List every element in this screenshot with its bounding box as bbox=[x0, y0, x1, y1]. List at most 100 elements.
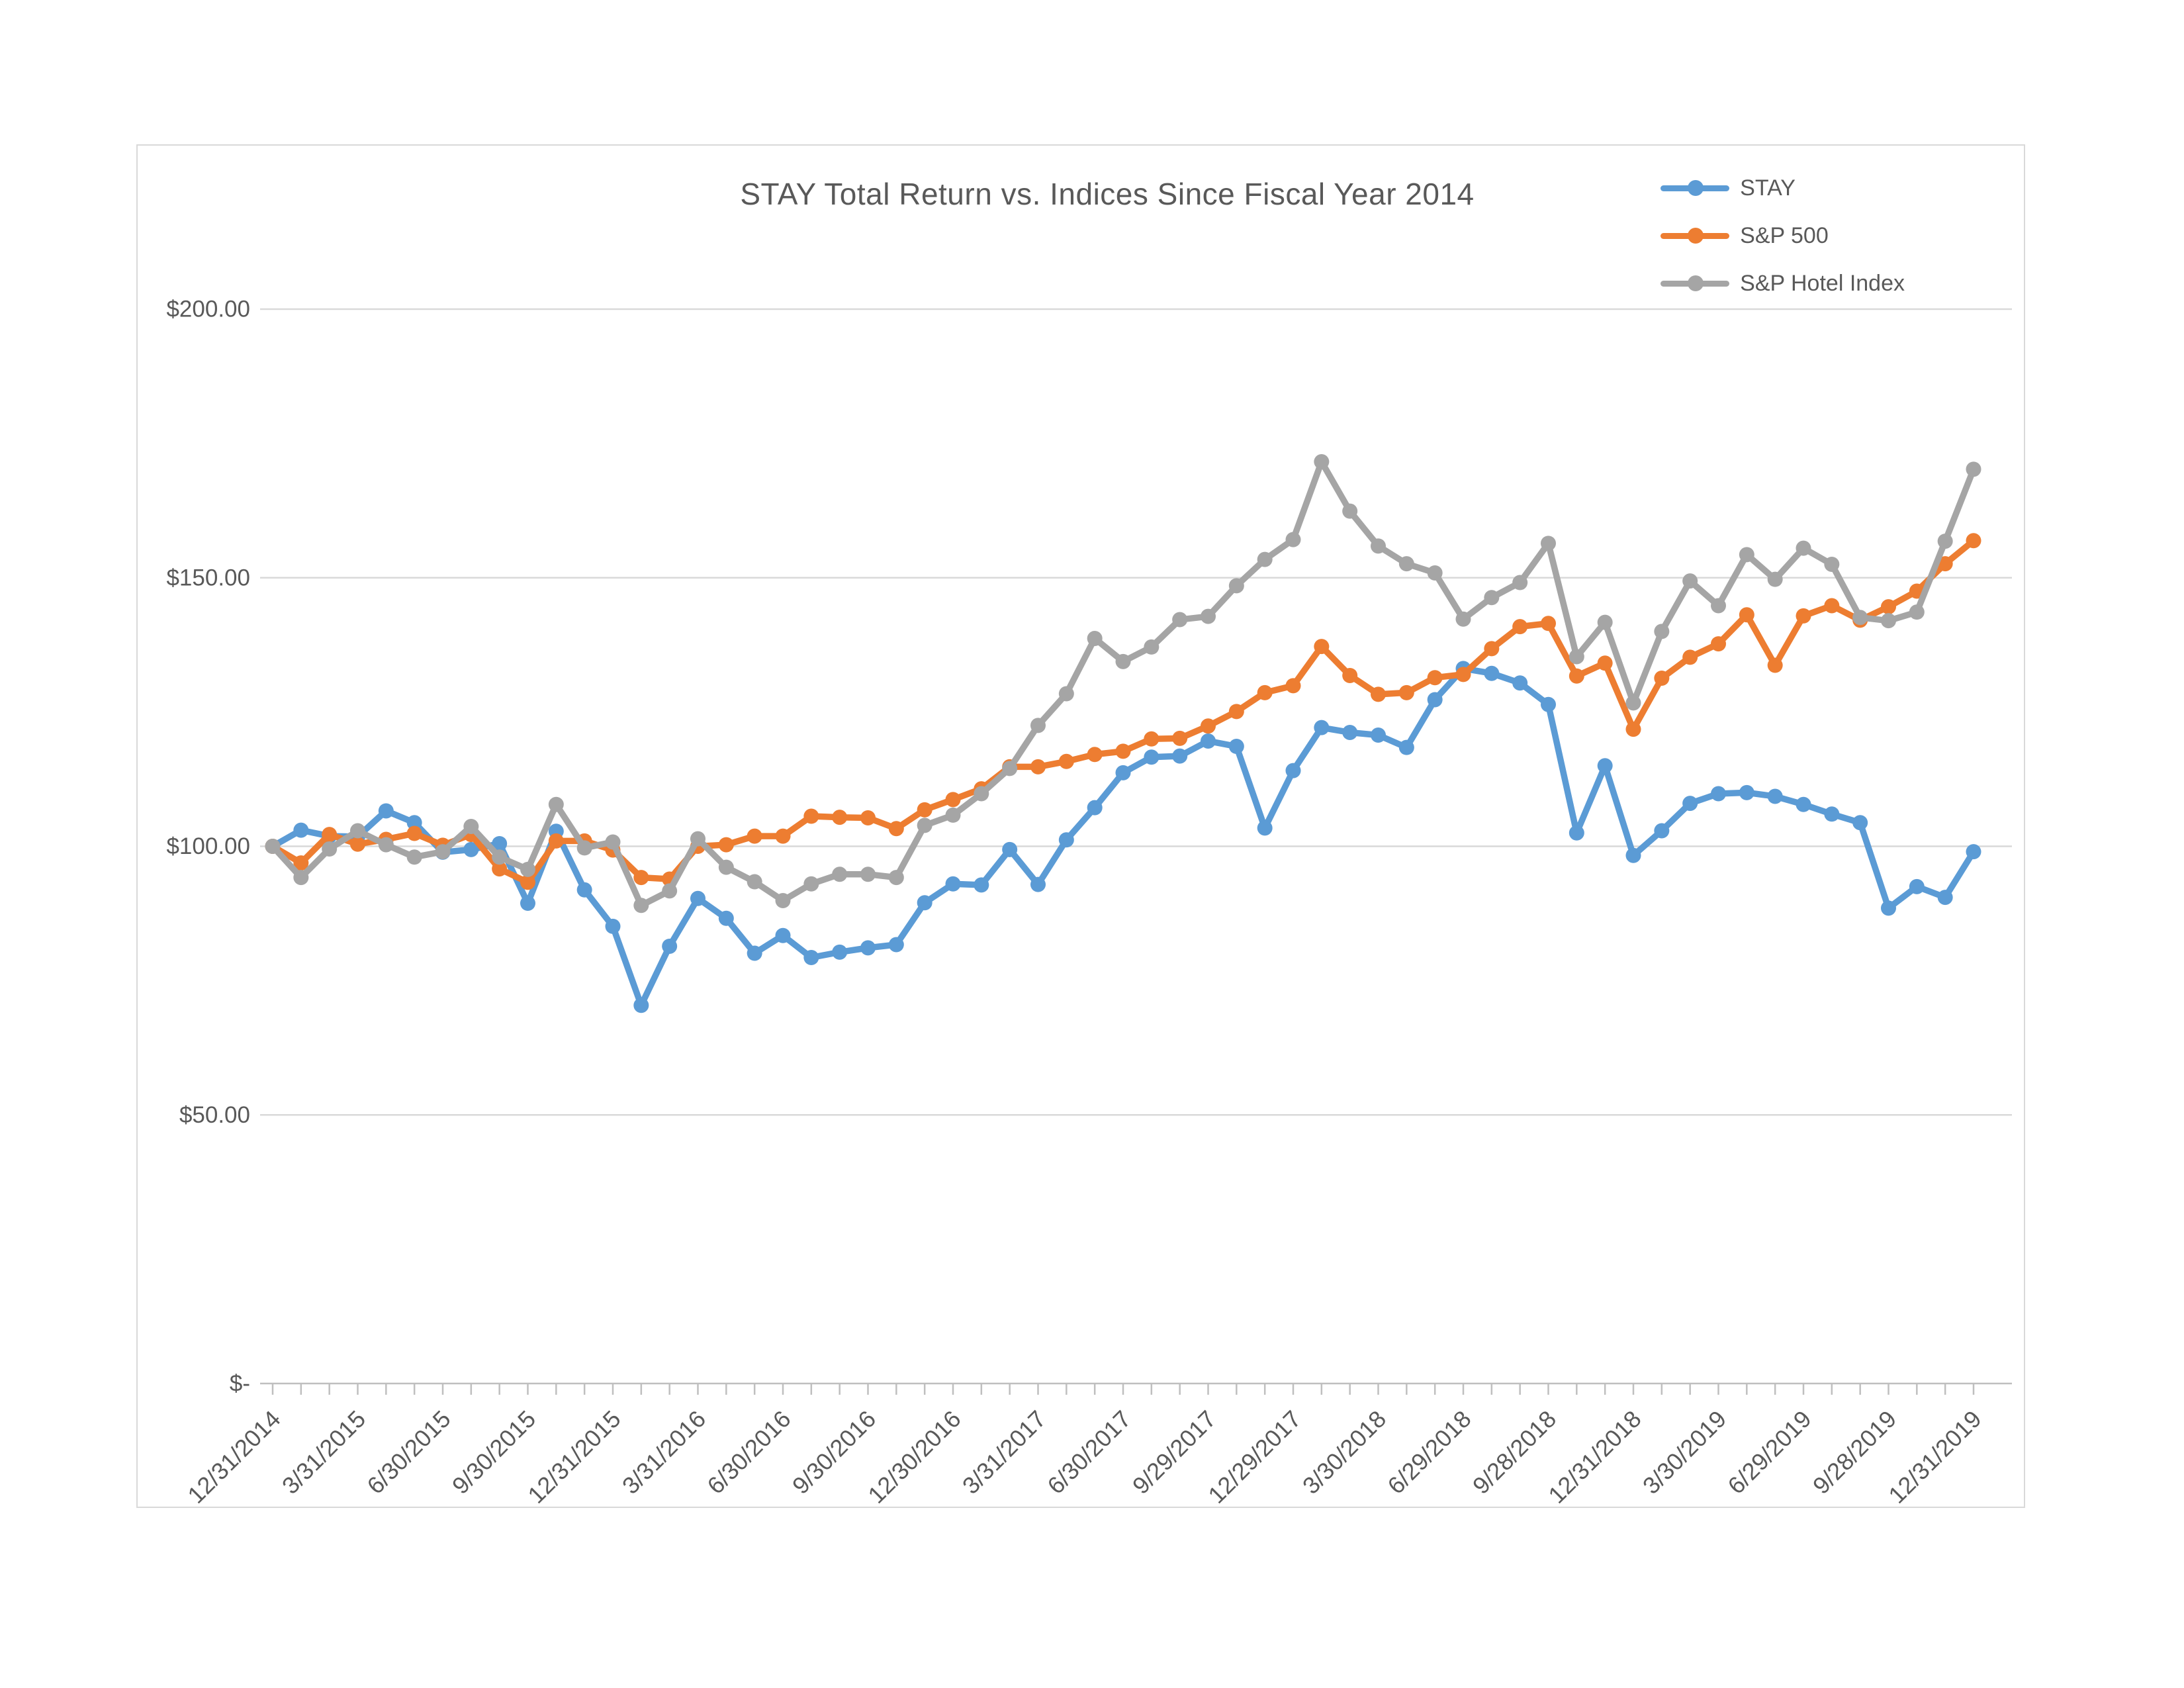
stay-series-marker[interactable] bbox=[1937, 890, 1953, 906]
stay-series-marker[interactable] bbox=[1512, 675, 1528, 691]
sp500-series-marker[interactable] bbox=[1796, 608, 1811, 624]
stay-series-marker[interactable] bbox=[1342, 724, 1358, 740]
stay-series-marker[interactable] bbox=[803, 949, 819, 965]
sp500-series-marker[interactable] bbox=[1172, 730, 1188, 746]
sp500-series-marker[interactable] bbox=[406, 825, 422, 841]
hotel-index-series-marker[interactable] bbox=[1030, 718, 1046, 733]
hotel-index-series-marker[interactable] bbox=[1597, 614, 1613, 630]
legend-item-sp500[interactable]: S&P 500 bbox=[1661, 212, 1905, 259]
stay-series-marker[interactable] bbox=[1625, 847, 1641, 863]
hotel-index-series-marker[interactable] bbox=[888, 870, 904, 886]
stay-series-marker[interactable] bbox=[1966, 844, 1981, 860]
sp500-series-marker[interactable] bbox=[350, 836, 365, 852]
stay-series-marker[interactable] bbox=[1824, 806, 1840, 822]
stay-series-marker[interactable] bbox=[1201, 733, 1216, 749]
sp500-series-marker[interactable] bbox=[1682, 649, 1698, 665]
sp500-series-marker[interactable] bbox=[1342, 667, 1358, 683]
hotel-index-series-marker[interactable] bbox=[1398, 556, 1414, 572]
sp500-series-marker[interactable] bbox=[1512, 619, 1528, 635]
sp500-series-marker[interactable] bbox=[1966, 533, 1981, 549]
stay-series-marker[interactable] bbox=[1314, 720, 1330, 735]
hotel-index-series-marker[interactable] bbox=[1767, 571, 1783, 587]
stay-series-marker[interactable] bbox=[1711, 786, 1726, 802]
stay-series-marker[interactable] bbox=[917, 895, 933, 911]
hotel-index-series-marker[interactable] bbox=[435, 844, 451, 860]
stay-series-marker[interactable] bbox=[378, 803, 394, 819]
stay-series-marker[interactable] bbox=[1398, 739, 1414, 755]
legend-item-hotel-index[interactable]: S&P Hotel Index bbox=[1661, 259, 1905, 307]
stay-series-marker[interactable] bbox=[1796, 796, 1811, 812]
hotel-index-series-marker[interactable] bbox=[1852, 610, 1868, 626]
stay-series-marker[interactable] bbox=[576, 882, 592, 898]
hotel-index-series-marker[interactable] bbox=[1427, 565, 1443, 581]
hotel-index-series-marker[interactable] bbox=[633, 898, 649, 914]
hotel-index-series-marker[interactable] bbox=[747, 874, 762, 890]
stay-series-marker[interactable] bbox=[1228, 739, 1244, 755]
chart-container[interactable]: STAY Total Return vs. Indices Since Fisc… bbox=[136, 144, 2025, 1508]
hotel-index-series-marker[interactable] bbox=[775, 892, 791, 908]
hotel-index-series-marker[interactable] bbox=[1058, 686, 1074, 702]
hotel-index-series-marker[interactable] bbox=[718, 859, 734, 875]
hotel-index-series-marker[interactable] bbox=[1371, 538, 1386, 554]
sp500-series-marker[interactable] bbox=[1201, 718, 1216, 734]
hotel-index-series-marker[interactable] bbox=[1569, 649, 1584, 665]
hotel-index-series-marker[interactable] bbox=[1541, 536, 1556, 551]
stay-series-marker[interactable] bbox=[1371, 727, 1386, 743]
sp500-series-marker[interactable] bbox=[1144, 731, 1160, 747]
stay-series-marker[interactable] bbox=[1654, 823, 1670, 839]
stay-series-line[interactable] bbox=[269, 665, 1977, 1009]
sp500-series-marker[interactable] bbox=[1597, 655, 1613, 671]
sp500-series-marker[interactable] bbox=[1937, 556, 1953, 572]
sp500-series-marker[interactable] bbox=[860, 810, 876, 825]
hotel-index-series-marker[interactable] bbox=[1711, 598, 1726, 614]
sp500-series-marker[interactable] bbox=[718, 837, 734, 853]
sp500-series-marker[interactable] bbox=[1767, 657, 1783, 673]
sp500-series-marker[interactable] bbox=[633, 870, 649, 886]
hotel-index-series-marker[interactable] bbox=[1285, 532, 1301, 547]
stay-series-marker[interactable] bbox=[974, 877, 989, 893]
hotel-index-series-marker[interactable] bbox=[492, 849, 508, 865]
stay-series-marker[interactable] bbox=[1058, 832, 1074, 848]
sp500-series-marker[interactable] bbox=[1257, 684, 1273, 700]
stay-series-marker[interactable] bbox=[832, 944, 848, 960]
sp500-series-marker[interactable] bbox=[775, 828, 791, 844]
hotel-index-series-marker[interactable] bbox=[293, 870, 309, 886]
hotel-index-series-marker[interactable] bbox=[1455, 611, 1471, 627]
stay-series-marker[interactable] bbox=[888, 937, 904, 953]
hotel-index-series-marker[interactable] bbox=[1512, 575, 1528, 590]
stay-series-marker[interactable] bbox=[463, 841, 479, 857]
sp500-series-marker[interactable] bbox=[1739, 607, 1754, 623]
stay-series-marker[interactable] bbox=[1002, 841, 1018, 857]
sp500-series-marker[interactable] bbox=[888, 821, 904, 837]
stay-series-marker[interactable] bbox=[1909, 878, 1925, 894]
stay-series-marker[interactable] bbox=[1739, 784, 1754, 800]
sp500-series-marker[interactable] bbox=[1541, 616, 1556, 632]
hotel-index-series-marker[interactable] bbox=[1342, 503, 1358, 519]
hotel-index-series-marker[interactable] bbox=[832, 867, 848, 882]
sp500-series-marker[interactable] bbox=[1371, 686, 1386, 702]
stay-series-marker[interactable] bbox=[945, 876, 961, 892]
stay-series-marker[interactable] bbox=[1881, 900, 1896, 916]
hotel-index-series-marker[interactable] bbox=[860, 867, 876, 882]
stay-series-marker[interactable] bbox=[1767, 788, 1783, 804]
hotel-index-series-marker[interactable] bbox=[1002, 761, 1018, 776]
stay-series-marker[interactable] bbox=[520, 896, 535, 912]
sp500-series-marker[interactable] bbox=[520, 874, 535, 890]
sp500-series-marker[interactable] bbox=[1824, 598, 1840, 614]
sp500-series-marker[interactable] bbox=[1484, 641, 1500, 657]
stay-series-marker[interactable] bbox=[860, 940, 876, 956]
sp500-series-marker[interactable] bbox=[1058, 753, 1074, 769]
hotel-index-series-marker[interactable] bbox=[803, 876, 819, 892]
sp500-series-marker[interactable] bbox=[1398, 684, 1414, 700]
stay-series-marker[interactable] bbox=[747, 945, 762, 961]
hotel-index-series-marker[interactable] bbox=[1625, 695, 1641, 711]
stay-series-marker[interactable] bbox=[1484, 665, 1500, 681]
stay-series-marker[interactable] bbox=[1427, 692, 1443, 708]
sp500-series-marker[interactable] bbox=[1314, 639, 1330, 655]
sp500-series-marker[interactable] bbox=[1654, 671, 1670, 686]
sp500-series-line[interactable] bbox=[269, 538, 1977, 886]
hotel-index-series-marker[interactable] bbox=[662, 883, 678, 899]
sp500-series-marker[interactable] bbox=[322, 827, 338, 843]
hotel-index-series-marker[interactable] bbox=[1314, 453, 1330, 469]
stay-series-marker[interactable] bbox=[293, 822, 309, 838]
